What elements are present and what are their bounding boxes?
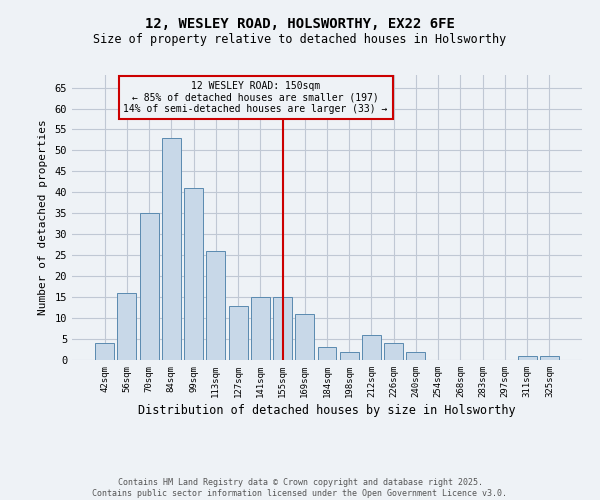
Bar: [406, 352, 425, 360]
Bar: [118, 293, 136, 360]
Bar: [140, 214, 158, 360]
Bar: [317, 348, 337, 360]
Text: 12, WESLEY ROAD, HOLSWORTHY, EX22 6FE: 12, WESLEY ROAD, HOLSWORTHY, EX22 6FE: [145, 18, 455, 32]
Bar: [362, 335, 381, 360]
Bar: [273, 297, 292, 360]
Bar: [340, 352, 359, 360]
Bar: [251, 297, 270, 360]
Bar: [540, 356, 559, 360]
Text: 12 WESLEY ROAD: 150sqm
← 85% of detached houses are smaller (197)
14% of semi-de: 12 WESLEY ROAD: 150sqm ← 85% of detached…: [124, 80, 388, 114]
Y-axis label: Number of detached properties: Number of detached properties: [38, 120, 47, 316]
Bar: [162, 138, 181, 360]
Bar: [184, 188, 203, 360]
Text: Size of property relative to detached houses in Holsworthy: Size of property relative to detached ho…: [94, 32, 506, 46]
Bar: [206, 251, 225, 360]
X-axis label: Distribution of detached houses by size in Holsworthy: Distribution of detached houses by size …: [138, 404, 516, 417]
Text: Contains HM Land Registry data © Crown copyright and database right 2025.
Contai: Contains HM Land Registry data © Crown c…: [92, 478, 508, 498]
Bar: [384, 343, 403, 360]
Bar: [229, 306, 248, 360]
Bar: [518, 356, 536, 360]
Bar: [95, 343, 114, 360]
Bar: [295, 314, 314, 360]
